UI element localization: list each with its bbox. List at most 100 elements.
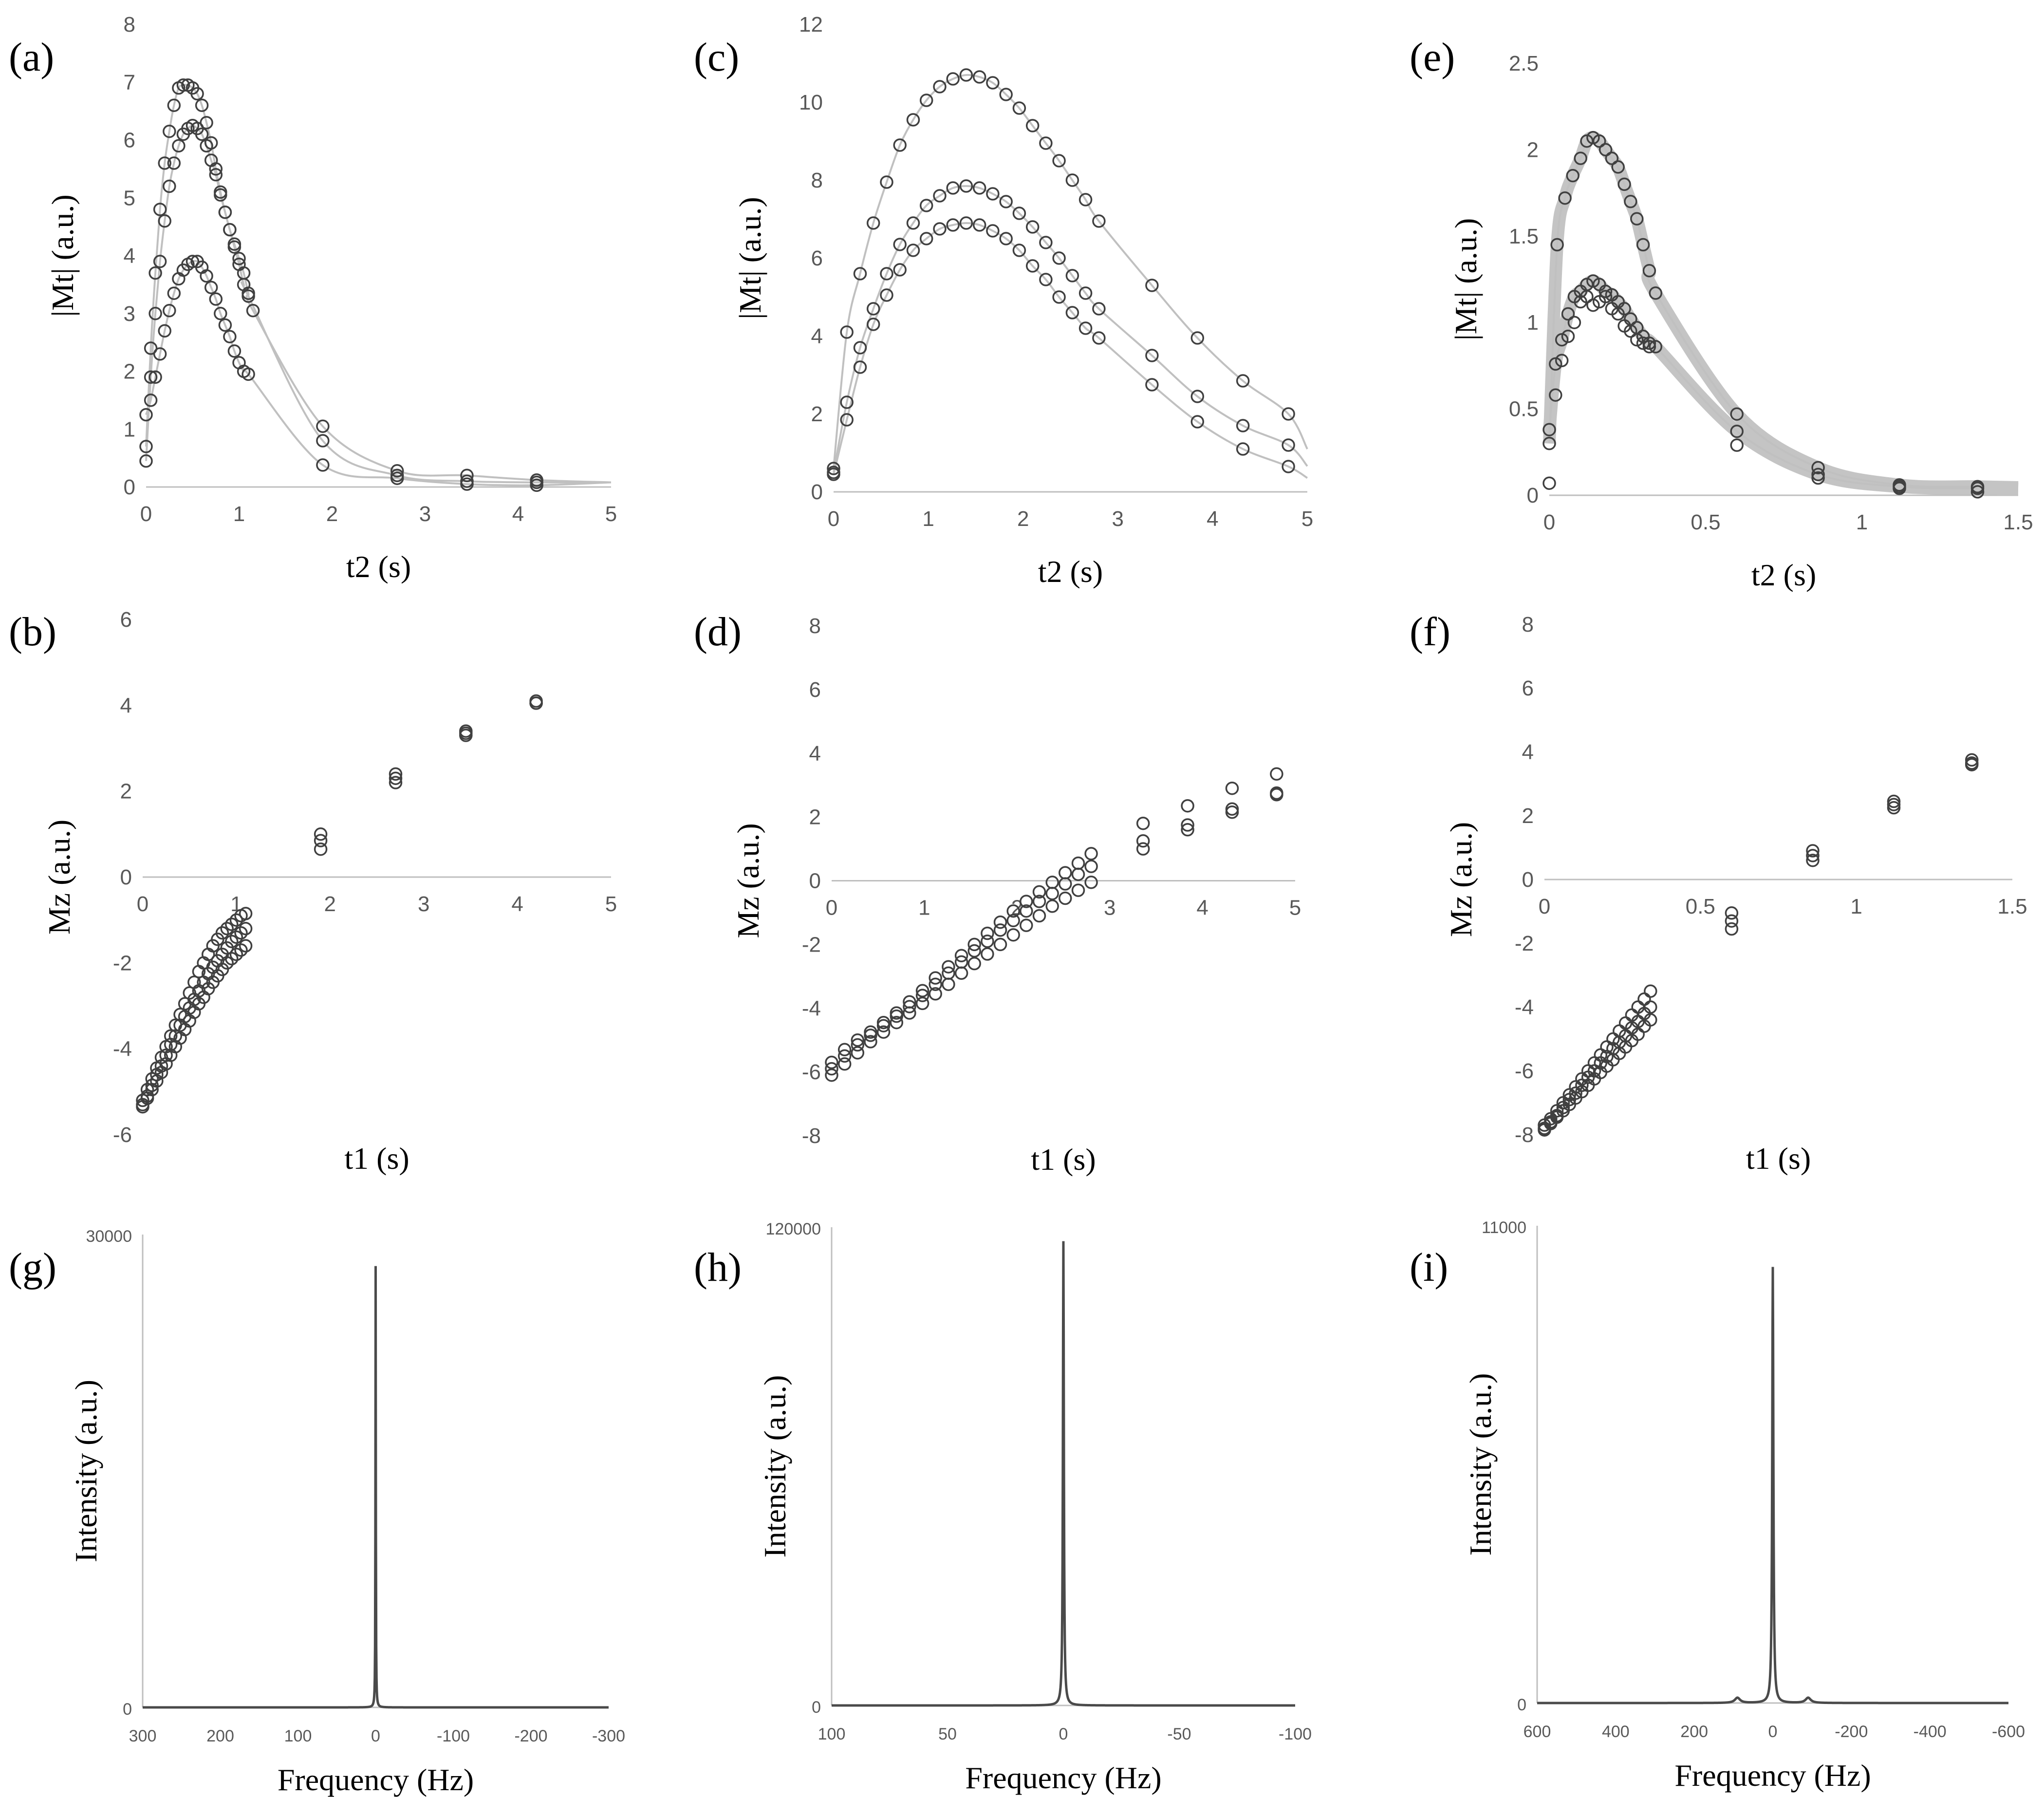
data-point [145,1078,159,1092]
data-point [967,937,981,952]
data-point [164,1029,178,1043]
data-point [163,304,176,318]
data-point [1006,904,1020,918]
data-point [1730,407,1744,421]
data-point [1071,883,1085,897]
data-point [167,286,181,300]
data-point [1136,834,1150,848]
y-tick-label: -6 [113,1123,132,1147]
data-point [158,156,171,170]
x-tick-label: 0 [1539,895,1550,918]
data-point [876,1019,891,1032]
data-point [153,203,167,216]
data-point [1624,195,1637,208]
x-tick-label: 1 [918,896,930,920]
data-point [1542,436,1556,450]
data-point [390,471,404,485]
y-tick-label: 2.5 [1509,52,1539,75]
data-point [1006,928,1020,942]
data-point [1032,909,1046,923]
data-point [1970,485,1985,499]
data-point [314,827,328,841]
data-point [1039,136,1053,150]
data-point [1181,799,1194,813]
data-point [837,1057,852,1071]
y-tick-label: 4 [1522,740,1534,764]
data-point [1136,816,1150,830]
x-axis-title: t2 (s) [346,549,411,584]
data-point [1025,220,1040,234]
x-axis-title: Frequency (Hz) [1674,1758,1871,1793]
data-point [314,834,328,847]
data-point [159,1048,173,1062]
x-tick-label: 1.5 [1997,895,2027,918]
data-point [946,181,960,195]
y-tick-label: -2 [1515,932,1534,955]
y-axis-title: Intensity (a.u.) [69,1380,103,1562]
data-point [209,168,223,182]
data-point [1181,818,1194,832]
data-point [459,729,473,742]
data-point [153,255,167,268]
data-point [981,926,994,940]
y-axis-title: Mz (a.u.) [42,820,76,935]
data-point [993,915,1007,929]
y-axis-title: Mz (a.u.) [1444,822,1478,937]
data-point [1190,390,1205,403]
data-point [837,1043,852,1057]
data-point [1052,290,1066,304]
data-point [837,1049,852,1063]
x-tick-label: 0 [828,507,839,531]
x-tick-label: 0 [1543,510,1555,534]
y-tick-label: 120000 [766,1220,821,1238]
y-tick-label: 10 [799,91,823,114]
data-point [993,923,1007,937]
y-tick-label: 2 [1522,804,1534,828]
data-point [389,767,403,781]
data-point [825,1062,838,1076]
data-point [204,153,218,167]
panel-label: (g) [9,1245,56,1290]
y-tick-label: -8 [1515,1123,1534,1147]
x-tick-label: 600 [1524,1722,1551,1741]
y-tick-label: -2 [802,933,821,956]
data-point [1542,423,1556,436]
data-point [390,464,404,478]
data-point [214,188,227,202]
x-tick-label: 1 [233,502,245,526]
data-point [906,113,920,127]
data-point [1725,906,1739,920]
data-point [1644,1000,1657,1014]
data-point [1236,442,1250,456]
data-point [933,80,947,94]
data-point [144,341,158,355]
data-point [1965,758,1979,771]
data-point [220,956,234,970]
data-point [866,302,880,316]
data-point [1893,482,1906,495]
x-tick-label: 0.5 [1691,510,1720,534]
data-point [316,419,330,433]
data-point [1145,378,1159,392]
x-tick-label: 0 [371,1727,380,1745]
data-point [959,68,973,82]
data-point [1071,867,1085,881]
data-point [999,232,1013,245]
data-point [144,370,158,384]
data-point [1045,886,1059,900]
y-tick-label: 30000 [86,1227,132,1246]
data-point [972,218,986,232]
data-point [1730,438,1744,452]
panel-a: (a) 0 1 2 3 4 5 0 1 2 3 4 5 6 7 8 t2 (s) |Mt| (a.u.) [9,13,617,584]
y-axis-title: Intensity (a.u.) [758,1375,792,1558]
data-point [237,278,251,292]
data-point [1561,307,1575,321]
data-point [242,367,255,381]
y-tick-label: -4 [802,996,821,1020]
data-point [840,413,854,427]
data-point [1642,264,1656,278]
data-point [915,996,929,1011]
x-axis-title: t1 (s) [1746,1141,1811,1176]
data-point [460,477,474,491]
y-tick-label: 1 [124,417,135,441]
